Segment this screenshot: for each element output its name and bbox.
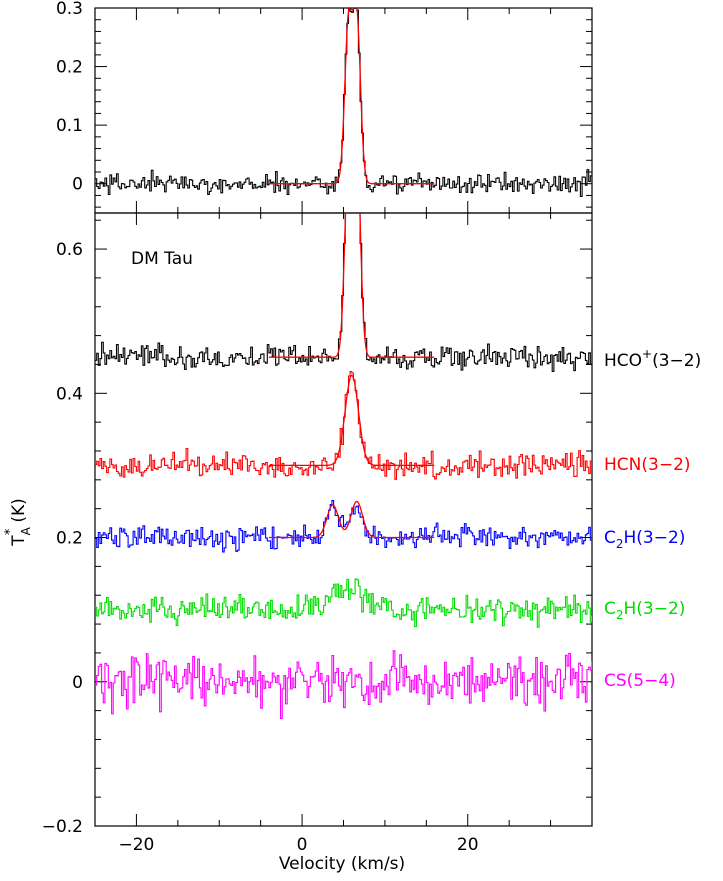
series-hco-model-model — [268, 213, 435, 358]
y-axis-title-main: T — [9, 535, 29, 547]
series-c2h-3-2-blue-spectrum — [95, 500, 592, 553]
y-tick-label: 0.2 — [56, 58, 83, 78]
bottom-panel: −0.2 0 0.2 0.4 0.6 −20 0 20 — [42, 212, 593, 855]
y-axis-title-unit: (K) — [9, 498, 29, 522]
series-cs-5-4--spectrum — [95, 650, 592, 720]
spectra-group — [95, 213, 592, 720]
species-labels: HCO+(3−2) HCN(3−2) C2H(3−2) C2H(3−2) CS(… — [604, 347, 701, 691]
y-axis-title-sup: * — [3, 528, 18, 535]
y-tick-label: 0.6 — [56, 240, 83, 260]
label-hcn: HCN(3−2) — [604, 455, 691, 475]
y-tick-label: 0.2 — [56, 529, 83, 549]
top-panel: 0 0.1 0.2 0.3 — [56, 0, 593, 214]
y-axis-title-sub: A — [19, 526, 33, 535]
label-hco: HCO+(3−2) — [604, 347, 701, 371]
y-axis-title: TA* (K) — [3, 498, 33, 547]
series-hcn-3-2--spectrum — [95, 370, 592, 480]
y-tick-label: 0.3 — [56, 0, 83, 19]
y-tick-label: 0 — [72, 175, 83, 195]
label-cs: CS(5−4) — [604, 671, 676, 691]
source-annotation: DM Tau — [131, 249, 193, 269]
y-tick-label: 0.1 — [56, 116, 83, 136]
y-tick-label: 0 — [72, 673, 83, 693]
y-tick-label: −0.2 — [42, 817, 83, 837]
y-tick-label: 0.4 — [56, 384, 83, 404]
label-c2h-blue: C2H(3−2) — [604, 528, 685, 551]
spectra-group — [95, 8, 592, 198]
series-c2h-model-model — [268, 500, 435, 539]
x-axis-title: Velocity (km/s) — [279, 854, 405, 874]
x-tick-label: −20 — [118, 835, 154, 855]
series-c2h-3-2-green-spectrum — [95, 578, 592, 628]
label-c2h-green: C2H(3−2) — [604, 599, 685, 622]
series-spectrum-model — [268, 8, 435, 185]
x-tick-label: 20 — [457, 835, 479, 855]
x-tick-label: 0 — [297, 835, 308, 855]
series-hcn-model-model — [268, 374, 435, 467]
